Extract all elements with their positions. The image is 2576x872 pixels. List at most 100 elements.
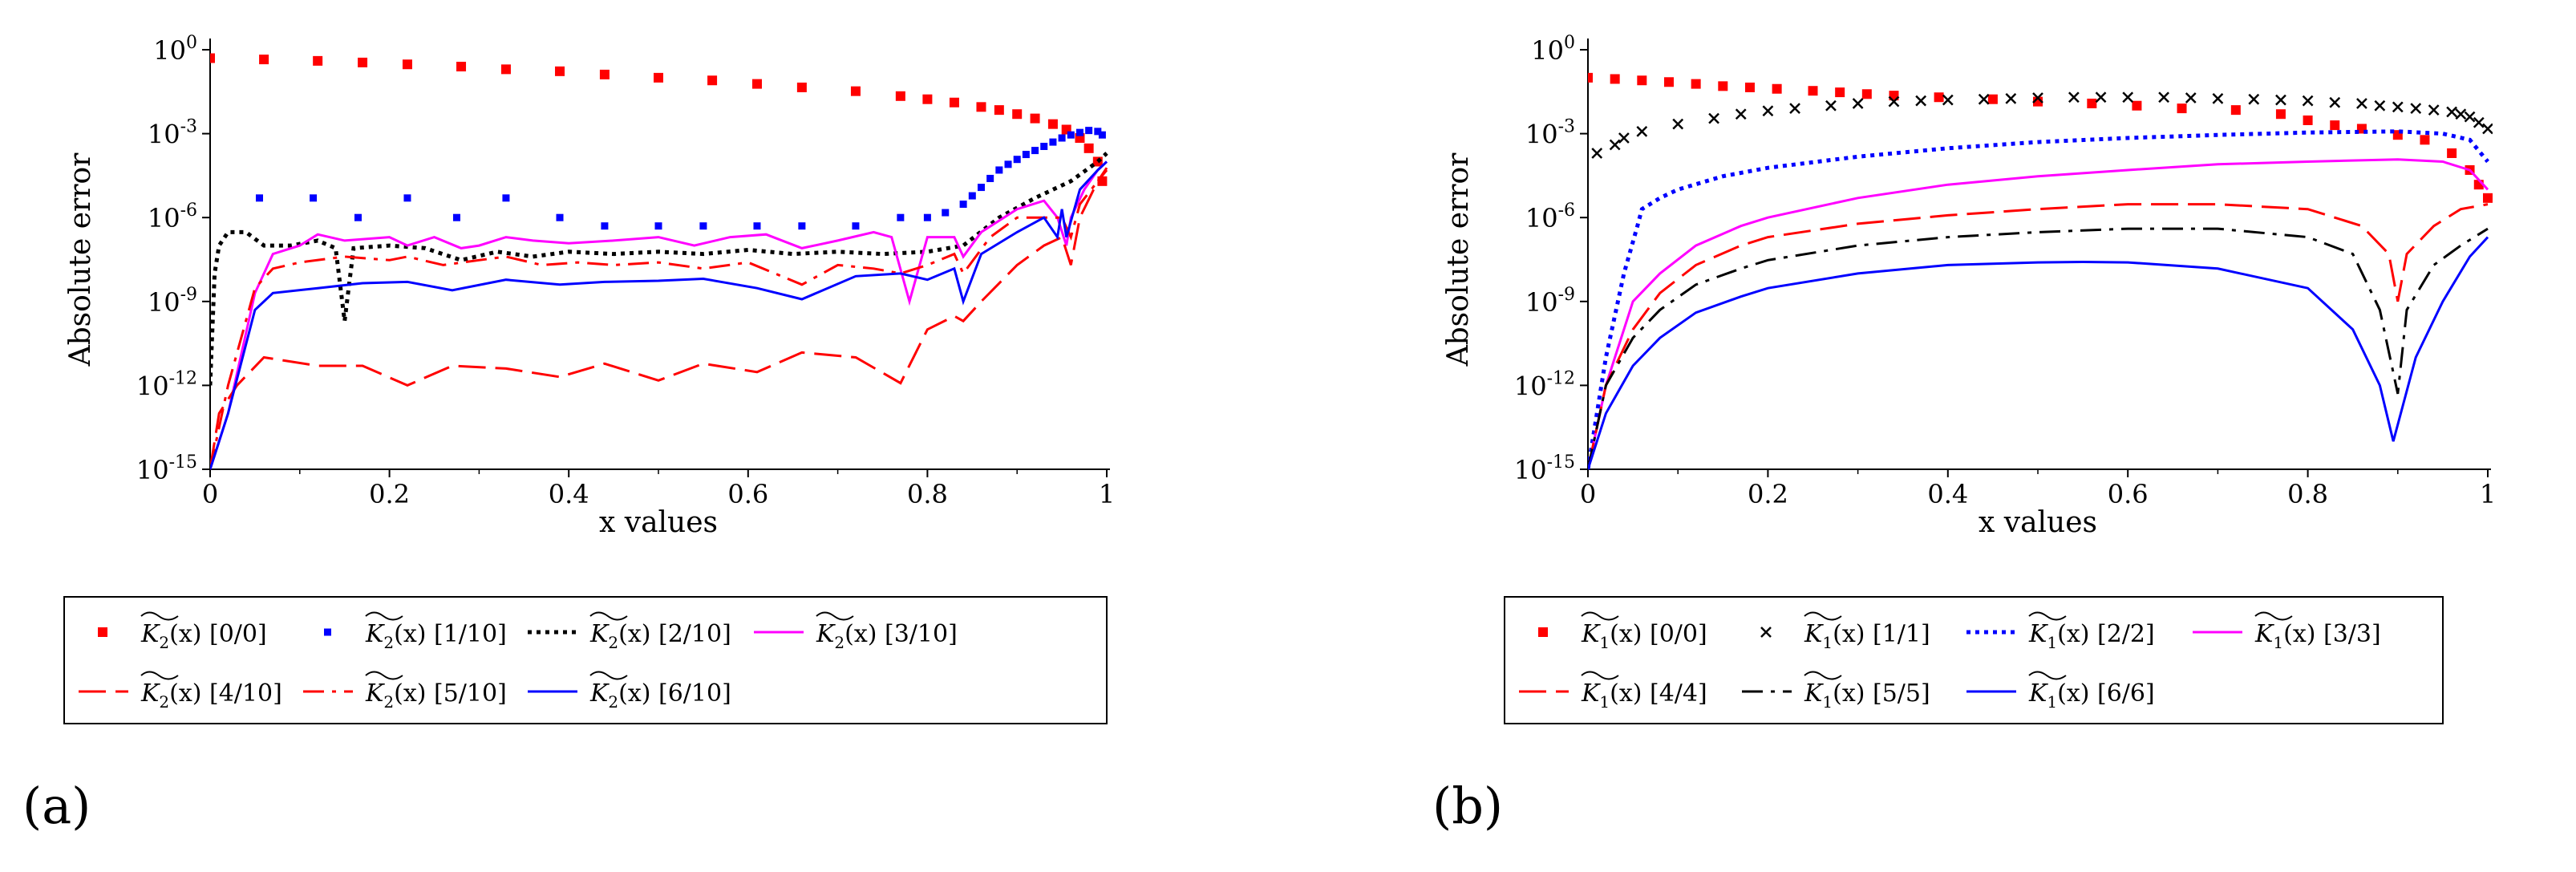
- legend-label: K2(x) [0/0]: [140, 620, 267, 652]
- y-tick-label: 10-6: [148, 201, 197, 233]
- data-point: [707, 75, 718, 86]
- legend-box: [63, 596, 1108, 724]
- data-point: [1636, 125, 1648, 137]
- series-2-10: [210, 152, 1108, 386]
- data-point: [922, 94, 933, 104]
- legend-label: K1(x) [0/0]: [1581, 620, 1707, 652]
- data-point: [968, 192, 976, 200]
- y-tick-label: 10-15: [136, 452, 197, 485]
- x-axis-label: x values: [1979, 506, 2097, 539]
- data-point: [1672, 118, 1684, 130]
- legend-entry: K1(x) [5/5]: [1742, 671, 1930, 712]
- series-2-2: [1588, 129, 2489, 470]
- tilde-mark: [140, 611, 179, 621]
- panel-b: 0 0.2 0.4 0.6 0.8 1 100 10-3 10-6 10-9 10-12 10-15 x…: [1288, 0, 2576, 872]
- series-line: [1588, 158, 2489, 470]
- data-point: [1085, 127, 1093, 135]
- legend-entry: K2(x) [2/10]: [528, 611, 731, 652]
- legend-label: K2(x) [5/10]: [365, 679, 507, 712]
- data-point: [852, 222, 860, 230]
- x-tick-label: 0.2: [1748, 479, 1788, 509]
- legend-entry: K1(x) [6/6]: [1966, 671, 2155, 712]
- legend-label: K2(x) [1/10]: [365, 620, 507, 652]
- legend-entry: K1(x) [3/3]: [2193, 611, 2381, 652]
- plot-area: [1588, 72, 2493, 470]
- tilde-mark: [2028, 611, 2067, 621]
- data-point: [210, 53, 215, 63]
- series-1-10: [255, 127, 1106, 230]
- data-point: [1789, 103, 1800, 114]
- panel-label-b: (b): [1432, 777, 1504, 835]
- data-point: [2392, 101, 2404, 113]
- y-axis-label: Absolute error: [1442, 152, 1475, 367]
- x-tick-label: 0: [202, 479, 218, 509]
- data-point: [402, 59, 412, 70]
- data-point: [2483, 193, 2493, 203]
- tilde-mark: [1804, 671, 1842, 680]
- data-point: [1888, 95, 1900, 107]
- series-0-0: [1588, 72, 2493, 203]
- series-3-10: [210, 160, 1108, 470]
- legend-box: [1504, 596, 2444, 724]
- tilde-mark: [2254, 611, 2293, 621]
- series-line: [1588, 236, 2489, 470]
- legend-label: K1(x) [6/6]: [2028, 679, 2155, 712]
- data-point: [897, 213, 905, 221]
- tilde-mark: [589, 671, 628, 680]
- series-line: [1588, 203, 2489, 470]
- x-tick-label: 1: [1099, 479, 1115, 509]
- legend-swatch: [1538, 627, 1548, 637]
- y-tick-label: 100: [1531, 33, 1575, 66]
- data-point: [1012, 109, 1023, 120]
- legend-entry: K2(x) [5/10]: [303, 671, 507, 712]
- data-point: [1591, 148, 1603, 159]
- data-point: [654, 222, 662, 230]
- data-point: [986, 174, 994, 182]
- y-tick-label: 10-12: [136, 368, 197, 401]
- data-point: [1708, 112, 1719, 124]
- data-point: [798, 222, 806, 230]
- y-axis-label: Absolute error: [64, 152, 97, 367]
- y-tick-label: 100: [153, 33, 197, 66]
- panel-a: 0 0.2 0.4 0.6 0.8 1 100 10-3 10-6 10-9 10-12 10-15 x…: [22, 33, 1115, 835]
- data-point: [2248, 93, 2260, 105]
- legend-label: K2(x) [3/10]: [816, 620, 958, 652]
- y-tick-label: 10-9: [1525, 285, 1575, 318]
- data-point: [1735, 108, 1747, 120]
- x-tick-label: 0.6: [2108, 479, 2149, 509]
- legend-label: K2(x) [6/10]: [589, 679, 731, 712]
- x-axis-label: x values: [599, 506, 718, 539]
- legend-entry: K2(x) [6/10]: [528, 671, 731, 712]
- data-point: [2068, 91, 2080, 103]
- data-point: [255, 194, 263, 202]
- y-tick-label: 10-3: [1525, 117, 1575, 150]
- data-point: [403, 194, 411, 202]
- legend-entry: K1(x) [4/4]: [1519, 671, 1707, 712]
- data-point: [1610, 74, 1620, 84]
- y-tick-label: 10-3: [148, 117, 197, 150]
- data-point: [310, 194, 318, 202]
- x-tick-label: 0.2: [369, 479, 410, 509]
- data-point: [358, 57, 368, 67]
- data-point: [502, 194, 510, 202]
- data-point: [977, 184, 985, 192]
- series-6-10: [210, 160, 1108, 470]
- data-point: [2230, 105, 2241, 116]
- data-point: [2212, 92, 2224, 104]
- data-point: [895, 91, 905, 101]
- y-tick-label: 10-15: [1514, 452, 1575, 485]
- data-point: [2132, 100, 2142, 111]
- series-line: [210, 152, 1108, 386]
- data-point: [2032, 92, 2043, 103]
- axes: 0 0.2 0.4 0.6 0.8 1 100 10-3 10-6 10-9 10-12 10-15: [136, 33, 1115, 509]
- data-point: [1022, 151, 1030, 159]
- x-tick-label: 0.4: [549, 479, 589, 509]
- data-point: [1934, 92, 1944, 103]
- x-tick-label: 0.4: [1927, 479, 1968, 509]
- data-point: [1098, 131, 1106, 139]
- legend-swatch: [1760, 627, 1772, 638]
- data-point: [2446, 106, 2458, 118]
- data-point: [354, 213, 362, 221]
- x-tick-label: 0.6: [727, 479, 768, 509]
- data-point: [1030, 113, 1040, 124]
